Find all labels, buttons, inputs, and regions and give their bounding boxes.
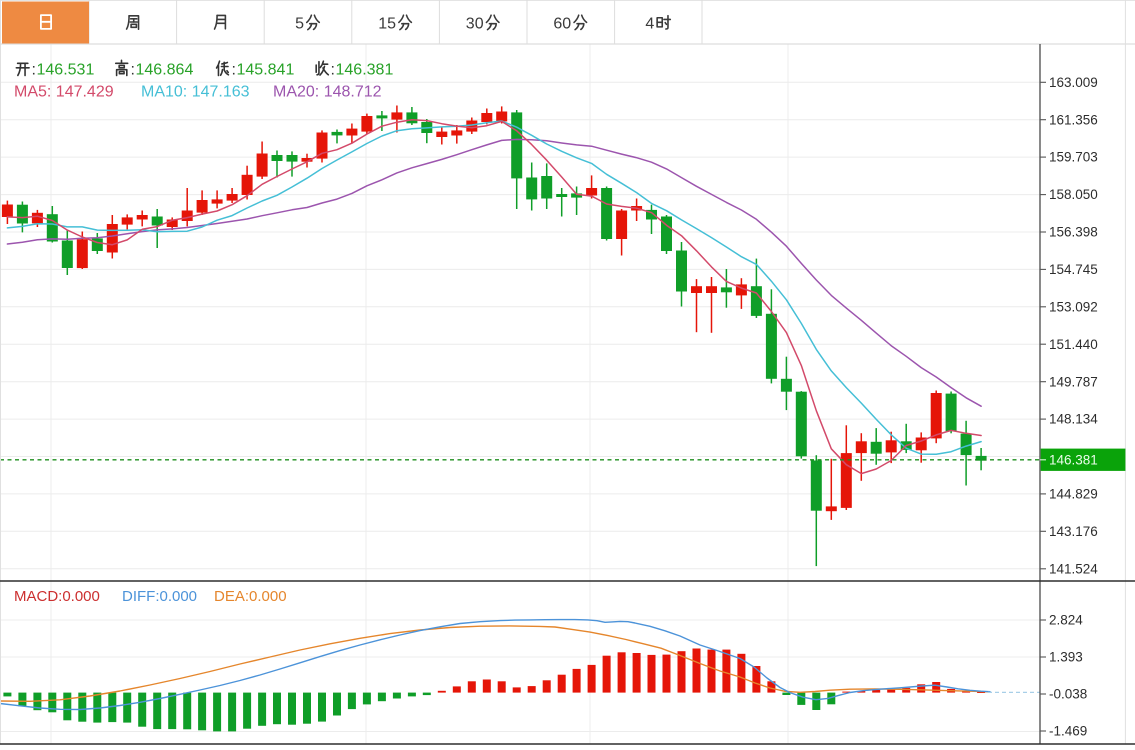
svg-text:4: 4 bbox=[645, 16, 654, 33]
svg-text:156.398: 156.398 bbox=[1049, 225, 1098, 240]
svg-text:148.134: 148.134 bbox=[1049, 412, 1098, 427]
svg-text:159.703: 159.703 bbox=[1049, 150, 1098, 165]
svg-text:161.356: 161.356 bbox=[1049, 112, 1098, 127]
svg-text::: : bbox=[232, 62, 236, 79]
svg-text::: : bbox=[131, 62, 135, 79]
svg-text:DIFF:0.000: DIFF:0.000 bbox=[122, 588, 197, 605]
svg-text:DEA:0.000: DEA:0.000 bbox=[214, 588, 287, 605]
svg-text:145.841: 145.841 bbox=[237, 62, 295, 79]
svg-text:60: 60 bbox=[553, 16, 571, 33]
svg-text::: : bbox=[331, 62, 335, 79]
svg-text:146.531: 146.531 bbox=[37, 62, 95, 79]
svg-text:163.009: 163.009 bbox=[1049, 75, 1098, 90]
svg-text:151.440: 151.440 bbox=[1049, 337, 1098, 352]
svg-text:143.176: 143.176 bbox=[1049, 524, 1098, 539]
svg-text:158.050: 158.050 bbox=[1049, 187, 1098, 202]
svg-text:153.092: 153.092 bbox=[1049, 299, 1098, 314]
svg-text:149.787: 149.787 bbox=[1049, 374, 1098, 389]
svg-text:144.829: 144.829 bbox=[1049, 487, 1098, 502]
svg-text:MA10: 147.163: MA10: 147.163 bbox=[141, 84, 250, 101]
svg-text:146.864: 146.864 bbox=[136, 62, 194, 79]
svg-text:MA5: 147.429: MA5: 147.429 bbox=[14, 84, 114, 101]
svg-text:1.393: 1.393 bbox=[1049, 650, 1083, 665]
svg-text:30: 30 bbox=[466, 16, 484, 33]
svg-text::: : bbox=[32, 62, 36, 79]
svg-text:141.524: 141.524 bbox=[1049, 561, 1098, 576]
svg-text:-0.038: -0.038 bbox=[1049, 687, 1087, 702]
svg-text:146.381: 146.381 bbox=[336, 62, 394, 79]
svg-text:MACD:0.000: MACD:0.000 bbox=[14, 588, 100, 605]
svg-text:MA20: 148.712: MA20: 148.712 bbox=[273, 84, 382, 101]
svg-text:2.824: 2.824 bbox=[1049, 613, 1083, 628]
svg-text:146.381: 146.381 bbox=[1049, 452, 1098, 467]
svg-text:15: 15 bbox=[378, 16, 396, 33]
svg-text:5: 5 bbox=[295, 16, 304, 33]
svg-text:-1.469: -1.469 bbox=[1049, 724, 1087, 739]
svg-text:154.745: 154.745 bbox=[1049, 262, 1098, 277]
